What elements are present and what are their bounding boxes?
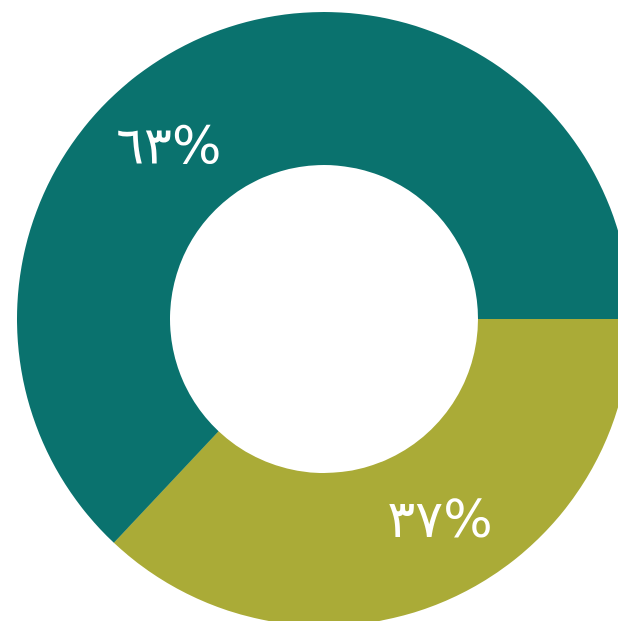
slice-label-63: ٦٣% (116, 117, 221, 177)
slice-37 (113, 319, 618, 621)
slice-label-37: ٣٧% (387, 490, 492, 550)
slices (17, 12, 618, 621)
slice-63 (17, 12, 618, 543)
slice-labels: ٦٣% ٣٧% (116, 117, 493, 550)
